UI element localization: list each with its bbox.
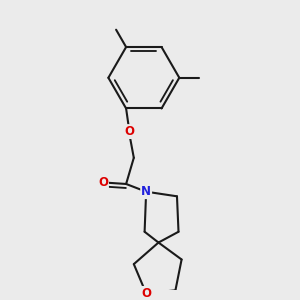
Text: O: O	[124, 125, 134, 138]
Text: N: N	[141, 185, 151, 198]
Text: O: O	[141, 287, 151, 300]
Text: O: O	[98, 176, 108, 189]
